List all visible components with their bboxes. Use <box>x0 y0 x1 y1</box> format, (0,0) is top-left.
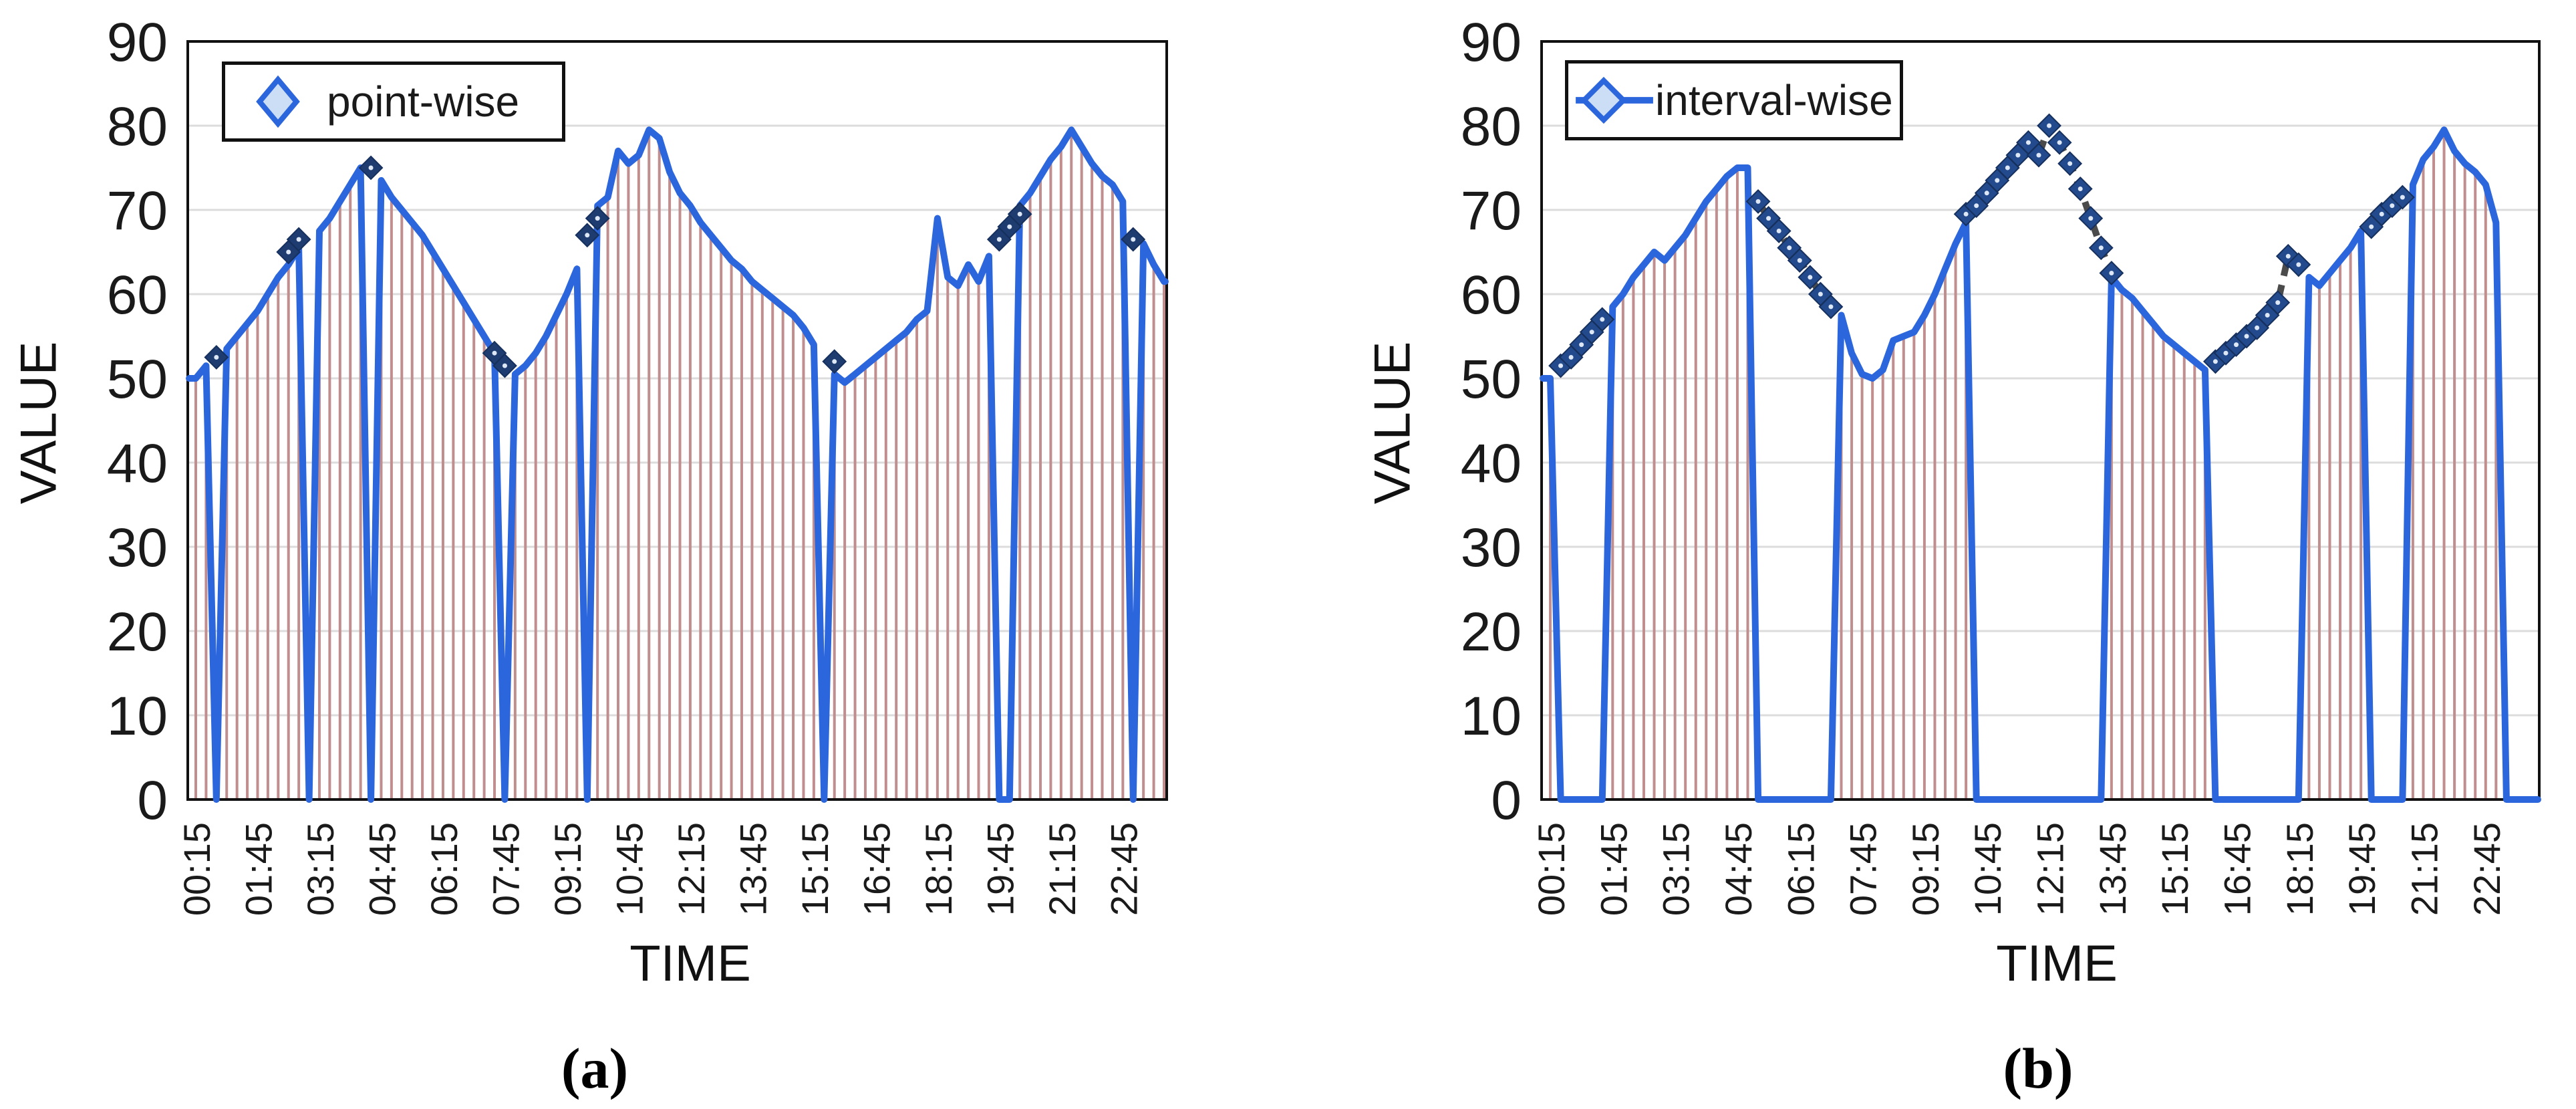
svg-text:04:45: 04:45 <box>1717 822 1759 916</box>
caption-a: (a) <box>561 1036 629 1100</box>
svg-text:01:45: 01:45 <box>1592 822 1634 916</box>
svg-text:09:15: 09:15 <box>547 822 589 916</box>
svg-text:40: 40 <box>1461 433 1522 494</box>
svg-text:22:45: 22:45 <box>1103 822 1145 916</box>
diamond-marker-icon <box>256 75 300 128</box>
svg-text:15:15: 15:15 <box>794 822 836 916</box>
svg-text:15:15: 15:15 <box>2154 822 2196 916</box>
line-diamond-marker-icon <box>1576 76 1653 124</box>
svg-text:00:15: 00:15 <box>1530 822 1572 916</box>
svg-text:50: 50 <box>107 349 168 410</box>
svg-text:18:15: 18:15 <box>917 822 960 916</box>
svg-text:21:15: 21:15 <box>2403 822 2445 916</box>
svg-text:0: 0 <box>137 770 168 831</box>
x-axis-title-a: TIME <box>629 935 751 992</box>
y-axis-title-b: VALUE <box>1364 341 1421 505</box>
svg-text:21:15: 21:15 <box>1041 822 1083 916</box>
legend-point-wise: point-wise <box>222 61 565 142</box>
svg-text:09:15: 09:15 <box>1904 822 1947 916</box>
svg-text:13:45: 13:45 <box>2092 822 2134 916</box>
y-axis-title-a: VALUE <box>10 341 67 505</box>
x-axis-title-b: TIME <box>1996 935 2118 992</box>
legend-label-interval-wise: interval-wise <box>1655 76 1893 124</box>
svg-text:12:15: 12:15 <box>2029 822 2071 916</box>
svg-text:18:15: 18:15 <box>2279 822 2321 916</box>
svg-text:90: 90 <box>107 12 168 73</box>
legend-label-point-wise: point-wise <box>327 78 520 126</box>
svg-text:12:15: 12:15 <box>670 822 712 916</box>
svg-text:22:45: 22:45 <box>2466 822 2508 916</box>
svg-text:00:15: 00:15 <box>176 822 218 916</box>
svg-text:50: 50 <box>1461 349 1522 410</box>
svg-text:13:45: 13:45 <box>732 822 774 916</box>
svg-text:01:45: 01:45 <box>237 822 279 916</box>
svg-text:30: 30 <box>107 517 168 578</box>
svg-text:70: 70 <box>107 180 168 241</box>
svg-text:19:45: 19:45 <box>979 822 1021 916</box>
svg-text:03:15: 03:15 <box>299 822 341 916</box>
svg-text:06:15: 06:15 <box>423 822 465 916</box>
svg-text:60: 60 <box>1461 265 1522 326</box>
svg-text:40: 40 <box>107 433 168 494</box>
svg-text:19:45: 19:45 <box>2341 822 2383 916</box>
svg-text:07:45: 07:45 <box>1842 822 1884 916</box>
svg-text:10:45: 10:45 <box>608 822 650 916</box>
svg-text:20: 20 <box>107 602 168 662</box>
svg-text:0: 0 <box>1491 770 1522 831</box>
svg-text:70: 70 <box>1461 180 1522 241</box>
legend-interval-wise: interval-wise <box>1565 60 1903 140</box>
svg-text:10:45: 10:45 <box>1967 822 2009 916</box>
svg-text:90: 90 <box>1461 12 1522 73</box>
caption-b: (b) <box>2003 1036 2073 1100</box>
svg-text:07:45: 07:45 <box>484 822 527 916</box>
svg-text:10: 10 <box>1461 686 1522 747</box>
svg-text:16:45: 16:45 <box>2216 822 2259 916</box>
svg-text:30: 30 <box>1461 517 1522 578</box>
svg-text:60: 60 <box>107 265 168 326</box>
svg-text:80: 80 <box>107 96 168 157</box>
svg-text:06:15: 06:15 <box>1779 822 1822 916</box>
svg-text:16:45: 16:45 <box>855 822 897 916</box>
svg-text:03:15: 03:15 <box>1655 822 1697 916</box>
svg-text:04:45: 04:45 <box>361 822 403 916</box>
svg-text:20: 20 <box>1461 602 1522 662</box>
svg-text:10: 10 <box>107 686 168 747</box>
svg-text:80: 80 <box>1461 96 1522 157</box>
